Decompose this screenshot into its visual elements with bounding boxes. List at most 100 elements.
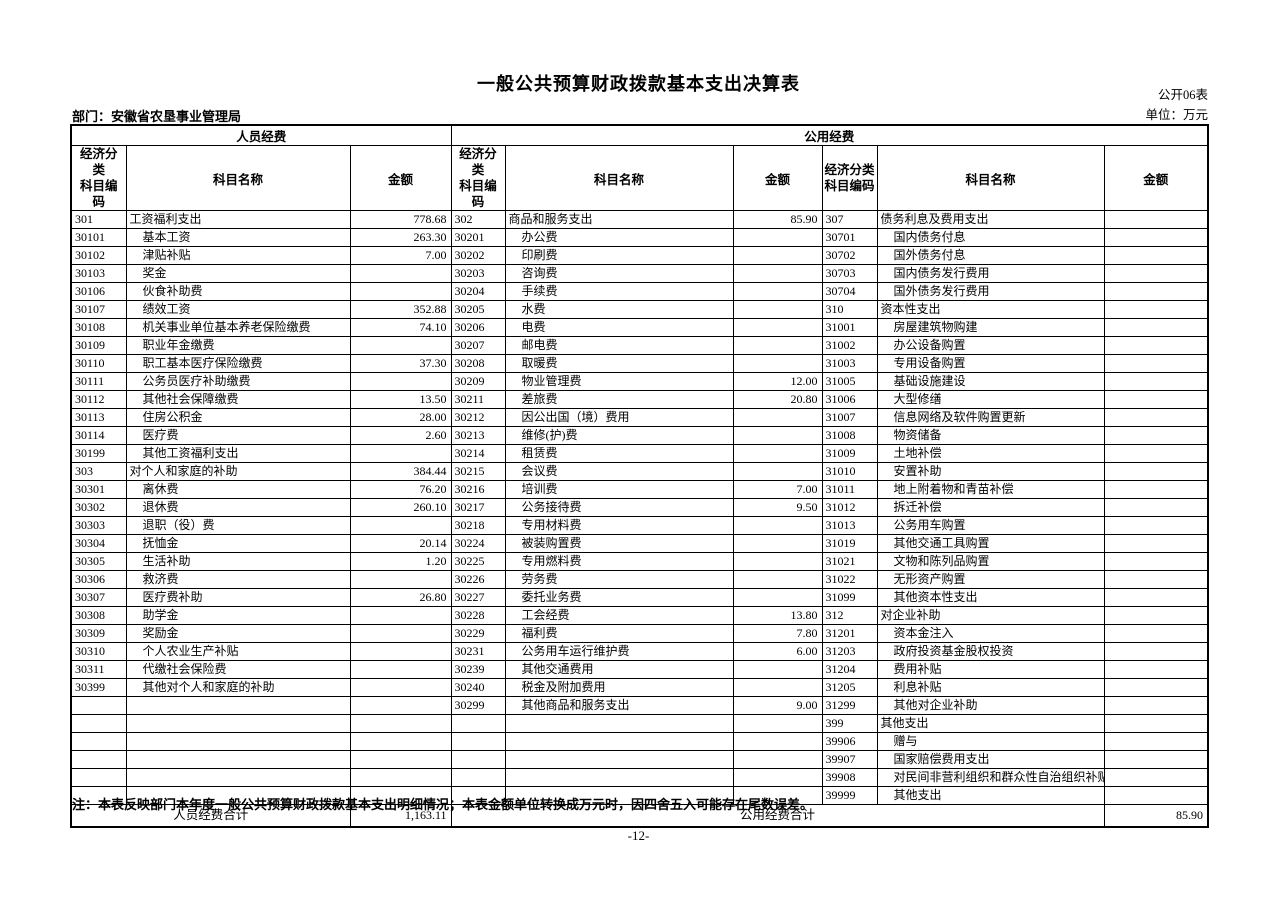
column-header-amount: 金额 (1103, 145, 1209, 211)
name-cell: 其他商品和服务支出 (504, 696, 734, 715)
amount-cell (1103, 300, 1209, 319)
amount-cell (732, 318, 823, 337)
amount-cell: 20.14 (349, 534, 452, 553)
name-cell: 基础设施建设 (876, 372, 1105, 391)
name-cell: 对企业补助 (876, 606, 1105, 625)
amount-cell: 260.10 (349, 498, 452, 517)
name-cell: 其他对个人和家庭的补助 (125, 678, 351, 697)
amount-cell (1103, 372, 1209, 391)
name-cell: 国内债务发行费用 (876, 264, 1105, 283)
code-cell: 30310 (70, 642, 127, 661)
amount-cell (1103, 642, 1209, 661)
amount-cell (1103, 570, 1209, 589)
amount-cell (732, 534, 823, 553)
code-cell: 30103 (70, 264, 127, 283)
name-cell (125, 714, 351, 733)
budget-table: 人员经费 公用经费 经济分类 科目编码 科目名称 金额 经济分类 科目编码 科目… (70, 124, 1210, 828)
name-cell: 政府投资基金股权投资 (876, 642, 1105, 661)
name-cell (504, 750, 734, 769)
amount-cell (349, 282, 452, 301)
code-cell: 307 (821, 210, 878, 229)
name-cell: 医疗费补助 (125, 588, 351, 607)
amount-cell (1103, 498, 1209, 517)
table-row: 30113 住房公积金 28.00 30212 因公出国（境）费用 31007 信息网络及软… (70, 408, 1209, 427)
code-cell: 30209 (450, 372, 506, 391)
name-cell: 其他支出 (876, 714, 1105, 733)
amount-cell (732, 444, 823, 463)
amount-cell (1103, 750, 1209, 769)
amount-cell (1103, 552, 1209, 571)
code-cell: 303 (70, 462, 127, 481)
amount-cell (732, 768, 823, 787)
name-cell: 租赁费 (504, 444, 734, 463)
amount-cell (1103, 282, 1209, 301)
amount-cell (1103, 678, 1209, 697)
amount-cell: 2.60 (349, 426, 452, 445)
code-cell: 30702 (821, 246, 878, 265)
code-cell: 30240 (450, 678, 506, 697)
code-cell: 30309 (70, 624, 127, 643)
code-cell: 30110 (70, 354, 127, 373)
code-cell: 31299 (821, 696, 878, 715)
code-cell: 31022 (821, 570, 878, 589)
code-cell: 31005 (821, 372, 878, 391)
code-cell: 30106 (70, 282, 127, 301)
name-cell: 维修(护)费 (504, 426, 734, 445)
amount-cell (1103, 462, 1209, 481)
code-cell: 30101 (70, 228, 127, 247)
code-cell: 31009 (821, 444, 878, 463)
amount-cell (732, 354, 823, 373)
name-cell (504, 714, 734, 733)
amount-cell: 76.20 (349, 480, 452, 499)
name-cell: 被装购置费 (504, 534, 734, 553)
code-cell: 30703 (821, 264, 878, 283)
footnote: 注：本表反映部门本年度一般公共预算财政拨款基本支出明细情况；本表金额单位转换成万… (72, 797, 814, 812)
amount-cell (349, 444, 452, 463)
code-cell: 30226 (450, 570, 506, 589)
name-cell: 赠与 (876, 732, 1105, 751)
code-cell: 31007 (821, 408, 878, 427)
amount-cell (732, 516, 823, 535)
code-cell: 312 (821, 606, 878, 625)
page-title: 一般公共预算财政拨款基本支出决算表 (477, 74, 800, 94)
code-cell: 30227 (450, 588, 506, 607)
amount-cell (732, 678, 823, 697)
name-cell: 公务接待费 (504, 498, 734, 517)
amount-cell (1103, 516, 1209, 535)
table-row: 30110 职工基本医疗保险缴费 37.30 30208 取暖费 31003 专用设备购置 (70, 354, 1209, 373)
code-cell: 301 (70, 210, 127, 229)
table-row: 30111 公务员医疗补助缴费 30209 物业管理费 12.00 31005 基础设施建设 (70, 372, 1209, 391)
table-row: 30310 个人农业生产补贴 30231 公务用车运行维护费 6.00 31203 政府投资… (70, 642, 1209, 661)
code-cell (70, 732, 127, 751)
amount-cell: 26.80 (349, 588, 452, 607)
amount-cell (349, 678, 452, 697)
name-cell: 对民间非营利组织和群众性自治组织补贴 (876, 768, 1105, 787)
name-cell: 邮电费 (504, 336, 734, 355)
code-cell: 30208 (450, 354, 506, 373)
name-cell: 生活补助 (125, 552, 351, 571)
name-cell: 其他支出 (876, 786, 1105, 805)
name-cell: 会议费 (504, 462, 734, 481)
code-cell: 30218 (450, 516, 506, 535)
code-cell: 30206 (450, 318, 506, 337)
code-cell: 30308 (70, 606, 127, 625)
name-cell: 津贴补贴 (125, 246, 351, 265)
amount-cell (349, 516, 452, 535)
group-header-row: 人员经费 公用经费 (70, 124, 1209, 146)
name-cell (125, 750, 351, 769)
name-cell: 其他工资福利支出 (125, 444, 351, 463)
name-cell: 劳务费 (504, 570, 734, 589)
name-cell: 专用设备购置 (876, 354, 1105, 373)
code-cell: 31099 (821, 588, 878, 607)
amount-cell (349, 732, 452, 751)
amount-cell (1103, 732, 1209, 751)
amount-cell (1103, 246, 1209, 265)
column-header-amount: 金额 (732, 145, 823, 211)
column-header-code: 经济分类 科目编码 (450, 145, 506, 211)
code-cell: 30109 (70, 336, 127, 355)
amount-cell (732, 336, 823, 355)
name-cell: 福利费 (504, 624, 734, 643)
name-cell: 基本工资 (125, 228, 351, 247)
code-cell: 30211 (450, 390, 506, 409)
table-row: 30107 绩效工资 352.88 30205 水费 310 资本性支出 (70, 300, 1209, 319)
